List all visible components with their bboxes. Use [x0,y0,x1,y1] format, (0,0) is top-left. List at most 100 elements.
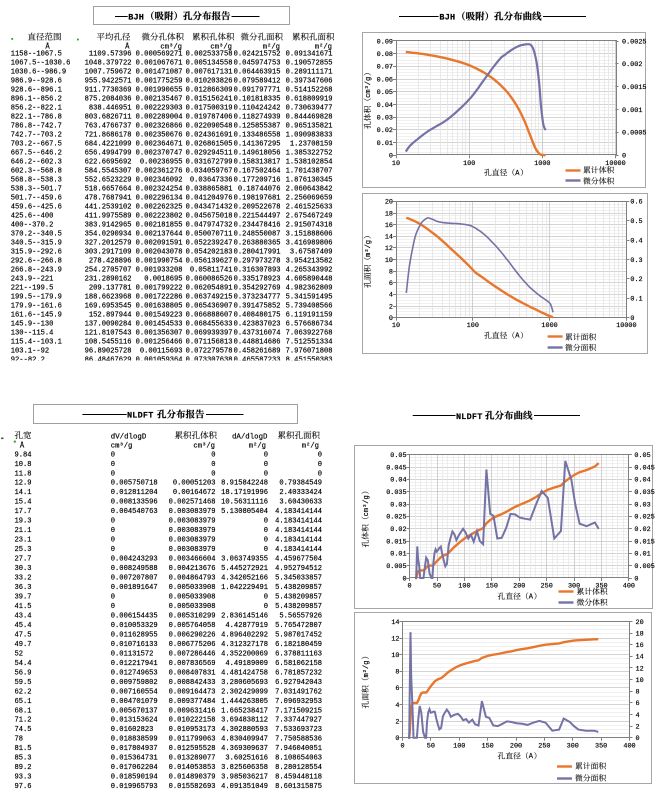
svg-text:266.8--243.9: 266.8--243.9 [11,267,62,275]
svg-text:0.354292769: 0.354292769 [234,285,281,293]
svg-text:50: 50 [433,583,441,591]
svg-text:cm³/g: cm³/g [363,495,371,516]
svg-text:0.008249588: 0.008249588 [111,565,158,573]
svg-text:0.190572855: 0.190572855 [286,60,333,68]
svg-text:45.4: 45.4 [15,622,32,630]
svg-text:5.765472807: 5.765472807 [275,622,322,630]
svg-text:56.9: 56.9 [15,669,32,677]
svg-text:0.04: 0.04 [390,477,406,485]
svg-text:4.183414144: 4.183414144 [275,518,322,526]
svg-text:0.001990754: 0.001990754 [136,258,183,266]
svg-text:4.952794512: 4.952794512 [275,565,322,573]
svg-text:A: A [529,753,534,761]
svg-text:0.031672799: 0.031672799 [186,159,233,167]
svg-text:0.026861505: 0.026861505 [186,141,233,149]
svg-text:12.9: 12.9 [15,480,32,488]
svg-text:Å: Å [125,42,130,51]
svg-text:0.004243293: 0.004243293 [111,556,158,564]
svg-text:0.05: 0.05 [377,89,393,97]
svg-text:10: 10 [385,257,393,265]
svg-text:0: 0 [111,527,115,535]
svg-text:0.000569271: 0.000569271 [136,51,183,59]
svg-text:8.915842248: 8.915842248 [221,480,268,488]
svg-text:763.4766737: 763.4766737 [85,123,132,131]
svg-text:85.3: 85.3 [15,755,32,763]
svg-text:0: 0 [389,153,393,161]
svg-text:0.004540763: 0.004540763 [111,508,158,516]
svg-text:NLDFT: NLDFT [456,412,483,422]
svg-text:292.6--266.8: 292.6--266.8 [11,258,62,266]
svg-text:4.605890448: 4.605890448 [286,276,333,284]
svg-text:1.23708159: 1.23708159 [290,141,333,149]
svg-text:0: 0 [389,315,393,323]
svg-text:0.011799063: 0.011799063 [169,736,216,744]
svg-text:0.054202183: 0.054202183 [186,249,233,257]
svg-text:0.001256466: 0.001256466 [136,339,183,347]
svg-text:19.3: 19.3 [15,518,32,526]
svg-text:121.8107543: 121.8107543 [85,330,132,338]
svg-text:478.7687941: 478.7687941 [85,195,132,203]
svg-text:0.263880365: 0.263880365 [234,240,281,248]
svg-text:703.2--667.5: 703.2--667.5 [11,141,62,149]
svg-text:7.750588536: 7.750588536 [275,736,322,744]
svg-text:100: 100 [467,322,479,330]
svg-text:684.4221099: 684.4221099 [85,141,132,149]
svg-text:8: 8 [389,268,393,276]
svg-text:0.003083979: 0.003083979 [169,508,216,516]
svg-text:30.3: 30.3 [15,565,32,573]
svg-text:152.897944: 152.897944 [89,312,132,320]
svg-text:0.073307638: 0.073307638 [186,357,233,365]
svg-text:100: 100 [458,583,470,591]
svg-text:0.005: 0.005 [386,563,406,571]
svg-text:0.02: 0.02 [377,127,393,135]
svg-text:3.60430633: 3.60430633 [279,499,322,507]
svg-text:0.2: 0.2 [630,276,642,284]
svg-text:0.013153624: 0.013153624 [111,717,158,725]
svg-text:25.3: 25.3 [15,546,32,554]
svg-text:0.008407831: 0.008407831 [169,669,216,677]
svg-text:501.7--459.6: 501.7--459.6 [11,195,62,203]
svg-text:5.445272921: 5.445272921 [221,565,268,573]
svg-text:0.149618056: 0.149618056 [234,150,281,158]
svg-text:0: 0 [211,461,215,469]
svg-text:0.4: 0.4 [630,237,642,245]
svg-text:0: 0 [264,527,268,535]
svg-text:2.060643842: 2.060643842 [286,186,333,194]
svg-text:m²/g: m²/g [263,42,280,51]
svg-text:5.987017452: 5.987017452 [275,631,322,639]
svg-text:0.730639477: 0.730639477 [286,105,333,113]
svg-text:188.6623968: 188.6623968 [85,294,132,302]
svg-text:0: 0 [211,470,215,478]
svg-text:0.05: 0.05 [390,452,406,460]
svg-text:3.694838112: 3.694838112 [221,717,268,725]
svg-text:23.1: 23.1 [15,537,32,545]
svg-text:m²/g: m²/g [249,441,266,450]
svg-text:6: 6 [389,280,393,288]
svg-text:0.002361276: 0.002361276 [136,168,183,176]
svg-text:1.701438707: 1.701438707 [286,168,333,176]
svg-text:0.004701079: 0.004701079 [111,698,158,706]
svg-text:3.954213582: 3.954213582 [286,258,333,266]
svg-text:0.005750718: 0.005750718 [111,480,158,488]
svg-text:0.091341671: 0.091341671 [286,51,333,59]
svg-text:12: 12 [636,665,644,673]
svg-text:7.976071808: 7.976071808 [286,348,333,356]
svg-text:0.002571468: 0.002571468 [169,499,216,507]
svg-text:18: 18 [385,210,393,218]
svg-text:0.465587233: 0.465587233 [234,357,281,365]
svg-text:m²/g: m²/g [315,42,332,51]
svg-text:0: 0 [403,575,407,583]
svg-text:5.341591495: 5.341591495 [286,294,333,302]
svg-text:0.00164672: 0.00164672 [173,489,216,497]
svg-text:0.050070711: 0.050070711 [186,231,233,239]
svg-text:0.047974732: 0.047974732 [186,222,233,230]
svg-text:1.090983833: 1.090983833 [286,132,333,140]
svg-text:8: 8 [636,689,640,697]
svg-text:0.009164473: 0.009164473 [169,688,216,696]
svg-text:0.017804937: 0.017804937 [111,745,158,753]
svg-text:43.4: 43.4 [15,612,32,620]
svg-text:97.6: 97.6 [15,783,32,791]
svg-text:0.005: 0.005 [634,563,654,571]
svg-text:0.005134558: 0.005134558 [186,60,233,68]
svg-text:2: 2 [395,718,399,726]
